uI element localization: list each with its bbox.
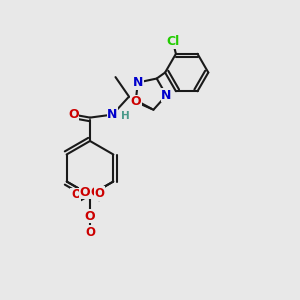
Text: N: N xyxy=(161,89,172,102)
Text: N: N xyxy=(107,108,118,121)
Text: O: O xyxy=(71,188,81,202)
Text: O: O xyxy=(85,226,95,239)
Text: O: O xyxy=(94,187,105,200)
Text: Cl: Cl xyxy=(166,35,179,48)
Text: N: N xyxy=(133,76,143,89)
Text: O: O xyxy=(68,108,79,121)
Text: O: O xyxy=(90,185,101,199)
Text: H: H xyxy=(121,111,130,121)
Text: O: O xyxy=(85,209,95,223)
Text: O: O xyxy=(130,95,141,108)
Text: O: O xyxy=(80,185,90,199)
